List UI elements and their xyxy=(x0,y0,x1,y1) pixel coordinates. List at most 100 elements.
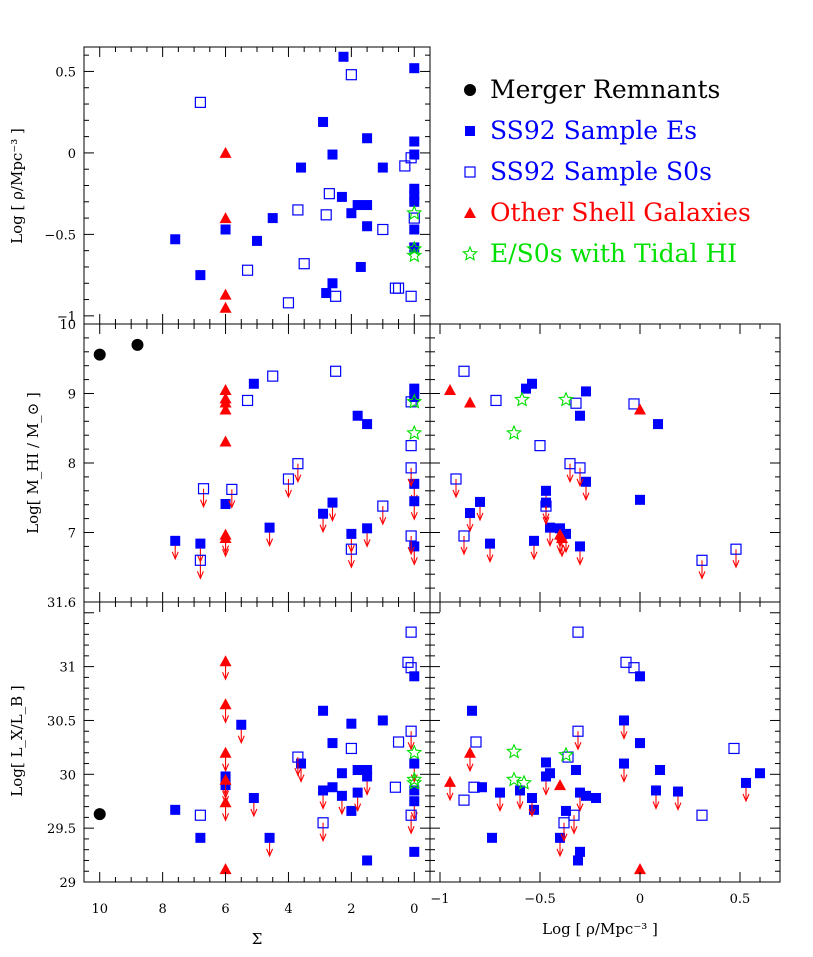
y-tick-label-middle: 7 xyxy=(68,527,76,542)
point-tidal xyxy=(515,774,533,790)
point-es xyxy=(318,116,329,127)
x-tick-label-left: 0 xyxy=(410,902,418,917)
point-shell xyxy=(219,288,232,300)
panel-frame xyxy=(83,323,431,603)
point-shell xyxy=(219,698,232,710)
point-shell xyxy=(219,532,232,544)
upper-limit-arrow xyxy=(294,463,302,484)
point-es xyxy=(741,777,751,788)
panel-frame xyxy=(429,601,781,883)
panel-frame xyxy=(429,323,781,603)
point-es xyxy=(541,757,551,768)
point-es xyxy=(362,221,373,232)
point-s0s xyxy=(197,483,210,495)
y-tick-label-top: 0 xyxy=(68,147,76,162)
legend-label-es: SS92 Sample Es xyxy=(490,116,697,145)
point-es xyxy=(555,523,565,534)
point-tidal xyxy=(406,393,423,409)
x-tick-label-right: 0.5 xyxy=(730,892,751,907)
point-es xyxy=(635,494,645,505)
legend-marker-merger xyxy=(464,84,476,96)
point-es xyxy=(220,224,231,235)
point-es xyxy=(296,162,307,173)
point-s0s xyxy=(377,223,389,236)
point-s0s xyxy=(405,725,417,737)
point-es xyxy=(571,765,581,775)
legend-marker-es xyxy=(465,126,475,136)
point-s0s xyxy=(282,297,295,309)
point-tidal xyxy=(406,424,423,440)
point-tidal xyxy=(505,424,523,440)
y-tick-label-top: −0.5 xyxy=(44,228,76,243)
panel-top-left xyxy=(83,46,431,325)
point-s0s xyxy=(345,543,357,555)
point-es xyxy=(467,705,477,716)
point-es xyxy=(170,535,181,546)
point-tidal xyxy=(406,744,423,760)
legend-entry-s0s: SS92 Sample S0s xyxy=(464,157,712,186)
point-s0s xyxy=(574,462,586,474)
point-s0s xyxy=(540,500,552,512)
point-merger xyxy=(93,348,106,361)
point-es xyxy=(362,765,373,775)
point-es xyxy=(515,785,525,796)
panel-bottom-left xyxy=(83,601,431,883)
point-es xyxy=(409,196,420,207)
upper-limit-arrow xyxy=(228,489,236,509)
point-tidal xyxy=(505,771,523,787)
point-s0s xyxy=(458,530,470,542)
upper-limit-arrow xyxy=(407,535,415,556)
point-s0s xyxy=(241,264,254,276)
point-es xyxy=(236,719,247,730)
point-es xyxy=(267,213,278,224)
y-tick-label-bottom: 31.6 xyxy=(47,596,76,611)
point-es xyxy=(327,738,338,749)
upper-limit-arrow xyxy=(407,731,415,751)
point-s0s xyxy=(468,781,480,793)
point-es xyxy=(651,785,661,796)
x-tick-label-left: 4 xyxy=(284,902,292,917)
point-s0s xyxy=(226,483,238,496)
point-es xyxy=(573,855,583,866)
point-s0s xyxy=(317,817,329,829)
legend-marker-s0s xyxy=(464,166,476,178)
x-tick-label-left: 6 xyxy=(221,902,229,917)
point-es xyxy=(575,541,585,552)
point-shell xyxy=(219,212,232,224)
point-es xyxy=(409,671,420,682)
point-es xyxy=(318,785,329,796)
panel-middle-right xyxy=(429,323,781,603)
legend-marker-shell xyxy=(464,207,476,218)
upper-limit-arrow xyxy=(452,478,460,499)
point-es xyxy=(527,378,537,389)
point-tidal xyxy=(557,391,575,407)
point-es xyxy=(377,162,388,173)
point-s0s xyxy=(570,397,582,409)
point-es xyxy=(487,832,497,843)
point-s0s xyxy=(405,462,417,474)
legend-label-merger: Merger Remnants xyxy=(490,75,720,104)
point-es xyxy=(619,758,629,769)
point-es xyxy=(362,419,373,430)
point-s0s xyxy=(267,370,279,382)
point-es xyxy=(541,485,551,496)
point-es xyxy=(475,496,485,507)
point-es xyxy=(248,793,259,803)
point-es xyxy=(529,804,539,815)
point-s0s xyxy=(389,781,401,793)
legend-entry-tidal: E/S0s with Tidal HI xyxy=(461,239,737,268)
point-s0s xyxy=(323,188,335,200)
point-tidal xyxy=(505,743,523,759)
point-es xyxy=(362,133,373,144)
point-es xyxy=(581,386,591,397)
point-es xyxy=(555,832,565,843)
x-axis-label-left: Σ xyxy=(252,930,263,948)
point-es xyxy=(352,765,363,775)
point-es xyxy=(336,768,347,779)
point-es xyxy=(465,508,475,519)
point-es xyxy=(541,497,551,508)
point-es xyxy=(635,738,645,749)
panel-middle-left xyxy=(83,323,431,603)
legend: Merger Remnants SS92 Sample Es SS92 Sample… xyxy=(461,75,751,268)
point-es xyxy=(409,796,420,807)
